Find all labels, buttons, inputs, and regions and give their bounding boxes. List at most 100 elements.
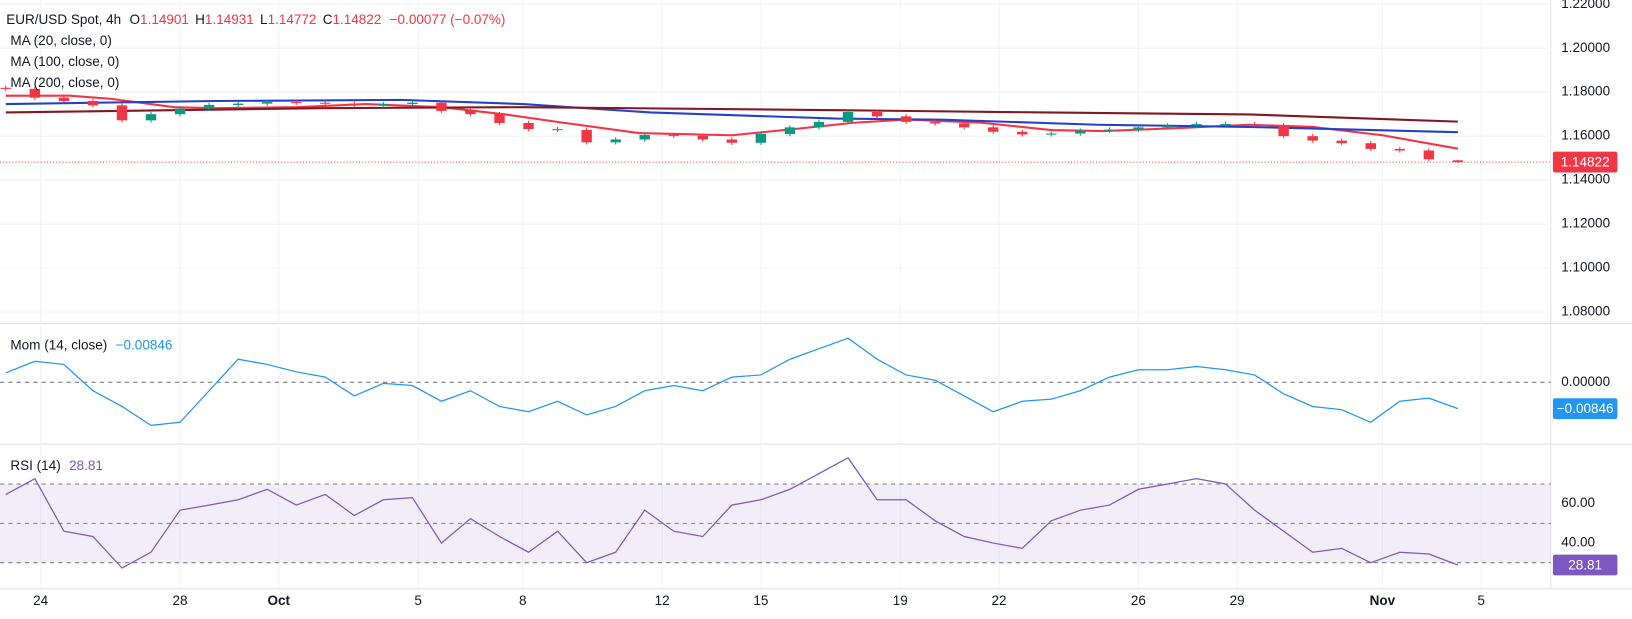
y-tick-label: 1.22000 xyxy=(1561,0,1610,11)
candle-body xyxy=(1307,136,1318,141)
candle-body xyxy=(813,121,825,128)
candle-body xyxy=(145,114,157,121)
last-value-label: 1.14822 xyxy=(1561,155,1610,170)
y-tick-label: 1.20000 xyxy=(1561,40,1610,55)
last-value-label: 28.81 xyxy=(1568,558,1602,573)
x-tick-label: 5 xyxy=(1477,593,1485,608)
x-tick-label: 24 xyxy=(33,593,49,608)
last-value-label: −0.00846 xyxy=(1557,401,1614,416)
candle-body xyxy=(1162,125,1173,128)
candle-body xyxy=(784,127,796,134)
y-tick-label: 1.10000 xyxy=(1561,260,1610,275)
y-tick-label: 1.18000 xyxy=(1561,84,1610,99)
candle-body xyxy=(320,102,331,104)
last-value-box xyxy=(1552,151,1618,173)
ohlc-key: C xyxy=(323,11,333,26)
candle-body xyxy=(232,103,244,105)
indicator-name: Mom (14, close) xyxy=(10,337,107,352)
candle-body xyxy=(871,111,883,117)
candle-body xyxy=(1423,150,1435,160)
candle-body xyxy=(1249,124,1260,126)
series-line xyxy=(5,457,1459,569)
candle-body xyxy=(1075,130,1086,134)
candle-body xyxy=(755,133,767,143)
candle-body xyxy=(610,139,621,143)
candle-body xyxy=(1365,143,1376,149)
x-tick-label: Nov xyxy=(1370,593,1396,608)
candle-body xyxy=(436,102,447,111)
candle-body xyxy=(494,114,505,123)
y-tick-label: 1.14000 xyxy=(1561,172,1610,187)
candle-body xyxy=(0,87,12,89)
candle-body xyxy=(639,135,650,140)
candle-body xyxy=(378,104,389,106)
x-tick-label: 15 xyxy=(753,593,768,608)
x-tick-label: 29 xyxy=(1230,593,1245,608)
candle-body xyxy=(988,127,999,132)
candle-body xyxy=(291,102,302,104)
x-tick-label: 5 xyxy=(414,593,422,608)
series-line xyxy=(5,337,1459,427)
candle-body xyxy=(1278,125,1289,137)
candle-body xyxy=(697,135,709,140)
ohlc-value: 1.14931 xyxy=(205,11,254,26)
x-tick-label: 22 xyxy=(992,593,1007,608)
ma-legend: MA (20, close, 0) xyxy=(10,33,111,48)
candle-body xyxy=(1133,127,1144,130)
candle-body xyxy=(1104,129,1115,131)
x-tick-label: 12 xyxy=(655,593,670,608)
candle-body xyxy=(29,88,41,98)
candle-body xyxy=(523,122,534,130)
ohlc-value: 1.14772 xyxy=(268,11,317,26)
y-tick-label: 1.16000 xyxy=(1561,128,1610,143)
symbol-title: EUR/USD Spot, 4h xyxy=(6,11,121,26)
candle-body xyxy=(1452,160,1464,163)
series-line xyxy=(5,98,1458,134)
x-tick-label: 8 xyxy=(519,593,527,608)
candle-body xyxy=(407,102,418,105)
candle-body xyxy=(581,130,592,143)
candle-body xyxy=(116,105,128,121)
indicator-legend: Mom (14, close) −0.00846 xyxy=(10,337,172,352)
x-tick-label: 28 xyxy=(173,593,188,608)
candle-body xyxy=(174,108,186,115)
candle-body xyxy=(929,121,941,124)
chart-header: EUR/USD Spot, 4h O1.14901 H1.14931 L1.14772… xyxy=(6,11,505,26)
candle-body xyxy=(1017,131,1028,135)
candle-body xyxy=(1046,133,1057,135)
candle-body xyxy=(261,102,273,104)
candle-body xyxy=(726,139,738,143)
ohlc-value: 1.14901 xyxy=(140,11,189,26)
ohlc-key: L xyxy=(260,11,268,26)
candle-body xyxy=(1191,124,1202,126)
price-change: −0.00077 (−0.07%) xyxy=(390,11,506,26)
candle-body xyxy=(668,135,679,137)
candle-body xyxy=(900,116,912,122)
candle-body xyxy=(349,103,360,106)
candle-body xyxy=(958,123,970,128)
ma-legend: MA (200, close, 0) xyxy=(10,75,119,90)
candle-body xyxy=(1220,124,1231,126)
indicator-value: 28.81 xyxy=(69,458,103,473)
y-tick-label: 1.08000 xyxy=(1561,304,1610,319)
series-line xyxy=(5,106,1458,123)
candle-body xyxy=(842,111,854,122)
y-tick-label: 0.00000 xyxy=(1561,374,1610,389)
indicator-legend: RSI (14) 28.81 xyxy=(10,458,103,473)
x-tick-label: 19 xyxy=(893,593,908,608)
y-tick-label: 60.00 xyxy=(1561,495,1595,510)
candle-body xyxy=(552,129,563,131)
ma-legend: MA (100, close, 0) xyxy=(10,54,119,69)
last-value-box xyxy=(1552,554,1618,576)
candle-body xyxy=(203,104,215,109)
candle-body xyxy=(87,100,99,106)
ohlc-value: 1.14822 xyxy=(332,11,381,26)
indicator-name: RSI (14) xyxy=(10,458,60,473)
x-tick-label: 26 xyxy=(1131,593,1146,608)
candle-body xyxy=(1336,140,1347,144)
x-tick-label: Oct xyxy=(268,593,291,608)
ohlc-key: H xyxy=(195,11,205,26)
y-tick-label: 40.00 xyxy=(1561,535,1595,550)
